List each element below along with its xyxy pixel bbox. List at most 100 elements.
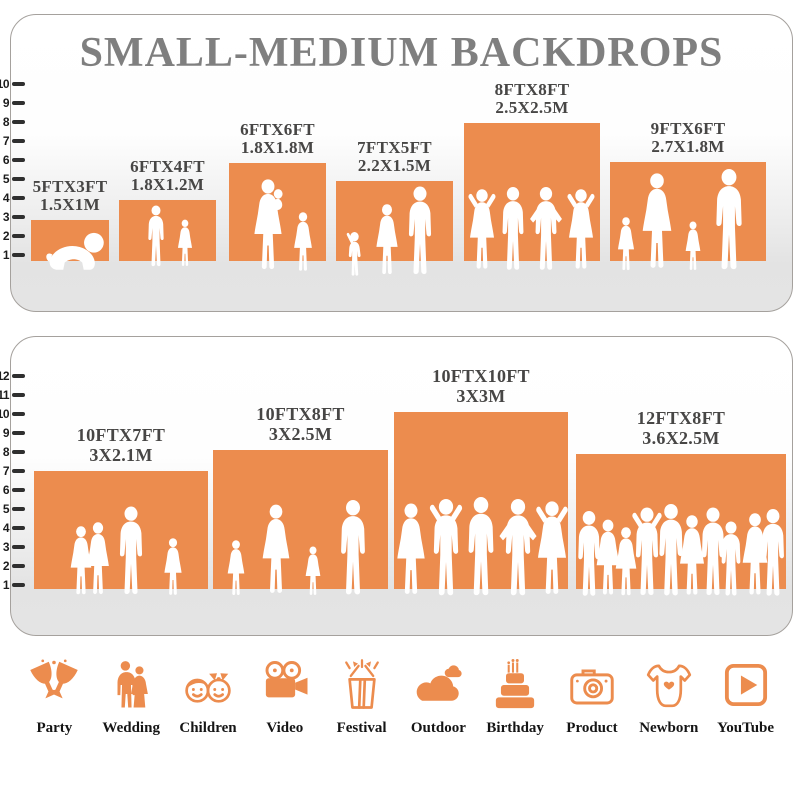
backdrop-size-label: 7FTX5FT 2.2X1.5M	[357, 138, 432, 176]
man-hands-on-hips-silhouette-icon	[498, 499, 537, 596]
backdrop-bar-10ftx7ft	[34, 471, 208, 595]
figure-girl	[614, 217, 638, 273]
axis-tick-label: 1	[2, 578, 10, 592]
backdrop-size-label: 12FTX8FT 3.6X2.5M	[637, 409, 725, 449]
figure-man	[401, 186, 440, 278]
axis-tick-mark	[12, 431, 25, 435]
axis-tick-6: 6	[0, 152, 25, 168]
axis-tick-10: 10	[0, 406, 25, 422]
category-label: Product	[566, 720, 618, 736]
page-title: SMALL-MEDIUM BACKDROPS	[79, 30, 724, 76]
axis-tick-label: 7	[2, 134, 10, 148]
girl-silhouette-icon	[685, 221, 701, 271]
axis-tick-mark	[12, 488, 25, 492]
size-m-text: 3.6X2.5M	[642, 428, 720, 449]
axis-tick-3: 3	[0, 539, 25, 555]
man-silhouette-icon	[658, 504, 683, 596]
axis-tick-mark	[12, 450, 25, 454]
outdoor-icon	[417, 665, 463, 701]
woman-silhouette-icon	[397, 503, 426, 594]
size-m-text: 1.5X1M	[40, 195, 100, 215]
axis-tick-label: 7	[2, 464, 10, 478]
axis-tick-mark	[12, 101, 25, 105]
girl-silhouette-icon	[305, 546, 321, 596]
axis-tick-label: 6	[2, 483, 10, 497]
axis-tick-1: 1	[0, 247, 25, 263]
figure-man-hands-on-hips	[496, 499, 539, 599]
size-m-text: 2.7X1.8M	[651, 137, 725, 157]
figure-man	[754, 509, 793, 599]
axis-tick-1: 1	[0, 577, 25, 593]
category-label: Birthday	[486, 720, 544, 736]
crawling-baby-silhouette-icon	[45, 232, 104, 270]
size-ft-text: 10FTX8FT	[256, 404, 345, 425]
wedding-icon	[117, 661, 149, 708]
category-label: Video	[266, 720, 304, 736]
axis-tick-2: 2	[0, 228, 25, 244]
axis-tick-label: 10	[0, 77, 10, 91]
axis-tick-8: 8	[0, 114, 25, 130]
figure-woman-arms-up	[464, 189, 500, 273]
category-label: Festival	[336, 720, 387, 736]
category-item-wedding: Wedding	[93, 658, 170, 737]
figure-girl	[289, 212, 316, 274]
axis-tick-mark	[12, 215, 25, 219]
boy-silhouette-icon	[722, 521, 741, 596]
axis-tick-mark	[12, 393, 25, 397]
panel-small-medium-bottom: 121110987654321 10FTX7FT3X2.1M10FTX8FT3X…	[0, 336, 793, 636]
figure-girl	[174, 219, 195, 269]
backdrop-bar-8ftx8ft	[464, 123, 600, 270]
woman-silhouette-icon	[87, 522, 110, 595]
axis-tick-mark	[12, 196, 25, 200]
youtube-icon	[724, 663, 767, 707]
figure-girl	[302, 546, 324, 598]
axis-tick-label: 2	[2, 229, 10, 243]
figure-boy	[715, 521, 748, 599]
size-ft-text: 8FTX8FT	[494, 79, 570, 99]
category-label: Party	[36, 720, 73, 736]
category-item-children: Children	[170, 658, 247, 737]
backdrop-size-label: 10FTX8FT 3X2.5M	[256, 405, 344, 445]
woman-silhouette-icon	[262, 504, 290, 593]
woman-silhouette-icon	[596, 519, 619, 595]
category-item-festival: Festival	[323, 658, 400, 737]
axis-tick-label: 8	[2, 445, 10, 459]
figure-woman-arms-up	[531, 501, 573, 599]
man-hands-on-hips-silhouette-icon	[529, 187, 562, 270]
axis-tick-label: 4	[2, 191, 10, 205]
backdrop-size-label: 6FTX6FT 1.8X1.8M	[240, 120, 315, 158]
axis-tick-mark	[12, 120, 25, 124]
man-silhouette-icon	[468, 497, 494, 596]
man-silhouette-icon	[715, 169, 742, 270]
man-silhouette-icon	[409, 186, 432, 275]
woman-arms-up-silhouette-icon	[468, 189, 496, 269]
axis-tick-5: 5	[0, 171, 25, 187]
figure-man	[112, 506, 151, 598]
man-silhouette-icon	[577, 511, 600, 596]
axis-tick-9: 9	[0, 95, 25, 111]
backdrop-bar-7ftx5ft	[336, 181, 453, 276]
figure-man	[706, 169, 751, 273]
girl-silhouette-icon	[293, 212, 312, 271]
axis-tick-label: 3	[2, 540, 10, 554]
man-arms-up-silhouette-icon	[632, 507, 663, 596]
woman-silhouette-icon	[642, 173, 672, 268]
woman-arms-up-silhouette-icon	[536, 501, 569, 594]
woman-arms-up-silhouette-icon	[567, 189, 595, 269]
woman-carrying-child-silhouette-icon	[254, 179, 283, 270]
axis-tick-label: 3	[2, 210, 10, 224]
toddler-silhouette-icon	[346, 231, 361, 276]
backdrop-bar-10ftx8ft	[213, 450, 388, 596]
figure-woman	[65, 526, 96, 598]
figure-woman	[591, 519, 625, 599]
figure-girl	[160, 538, 186, 598]
axis-tick-label: 9	[2, 96, 10, 110]
category-item-party: Party	[16, 658, 93, 737]
figure-man	[459, 497, 503, 599]
party-icon	[30, 659, 79, 699]
axis-tick-mark	[12, 139, 25, 143]
figure-man-arms-up	[425, 499, 468, 599]
figure-woman	[256, 504, 296, 598]
axis-tick-10: 10	[0, 76, 25, 92]
axis-tick-12: 12	[0, 368, 25, 384]
